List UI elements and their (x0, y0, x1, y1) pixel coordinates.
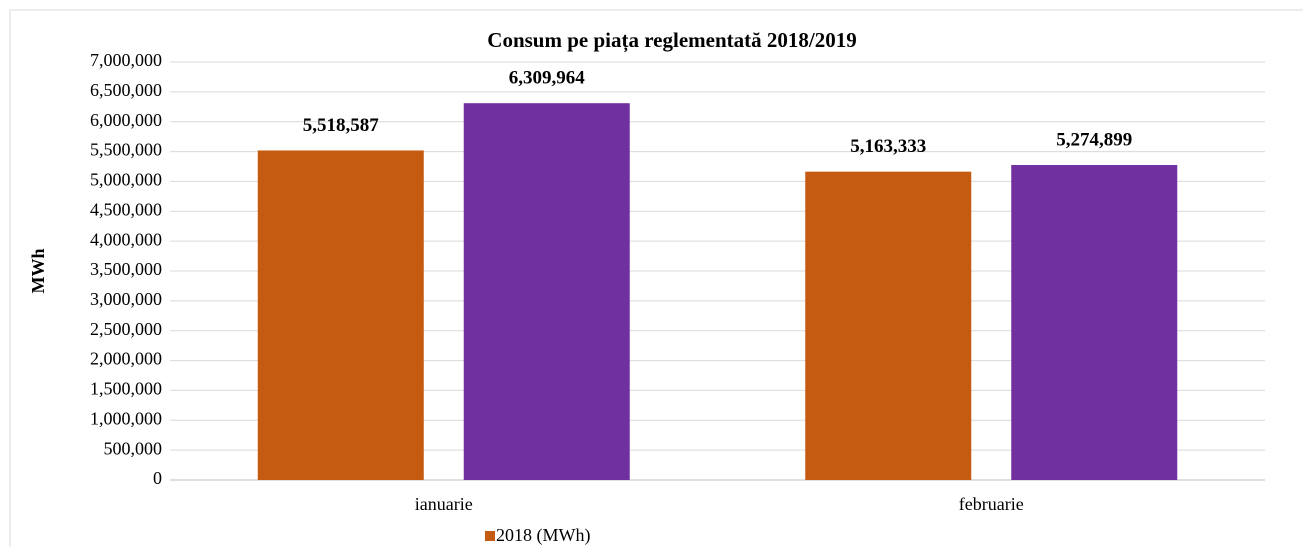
y-tick-label: 6,000,000 (90, 110, 162, 130)
y-tick-label: 7,000,000 (90, 50, 162, 70)
y-tick-label: 3,500,000 (90, 259, 162, 279)
bar (257, 150, 424, 480)
value-label: 6,309,964 (509, 68, 586, 89)
y-tick-label: 5,500,000 (90, 140, 162, 160)
bar (805, 171, 972, 480)
y-tick-label: 4,000,000 (90, 229, 162, 249)
y-tick-label: 2,000,000 (90, 349, 162, 369)
legend-label: 2018 (MWh) (496, 525, 590, 546)
y-tick-label: 5,000,000 (90, 170, 162, 190)
y-tick-label: 3,000,000 (90, 289, 162, 309)
y-tick-label: 0 (153, 468, 162, 488)
value-label: 5,518,587 (303, 115, 380, 136)
y-tick-label: 1,500,000 (90, 379, 162, 399)
y-tick-label: 4,500,000 (90, 199, 162, 219)
y-tick-label: 1,000,000 (90, 408, 162, 428)
legend-swatch (485, 531, 495, 541)
x-tick-label: ianuarie (415, 494, 473, 514)
y-axis-title: MWh (28, 249, 48, 294)
bar (463, 103, 630, 480)
y-tick-label: 2,500,000 (90, 319, 162, 339)
value-label: 5,274,899 (1056, 129, 1132, 150)
y-tick-label: 6,500,000 (90, 80, 162, 100)
chart-title: Consum pe piața reglementată 2018/2019 (487, 28, 856, 53)
chart-border (9, 9, 1303, 547)
x-tick-label: februarie (959, 494, 1024, 514)
y-tick-label: 500,000 (104, 438, 163, 458)
bar (1011, 165, 1178, 480)
value-label: 5,163,333 (850, 136, 926, 157)
